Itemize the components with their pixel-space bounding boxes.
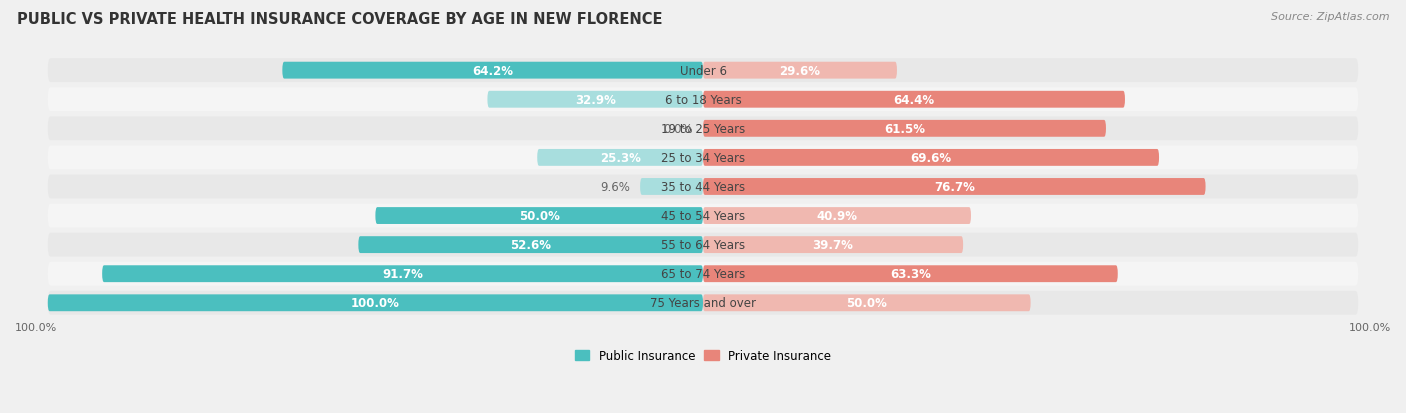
- FancyBboxPatch shape: [488, 92, 703, 108]
- Text: 0.0%: 0.0%: [664, 123, 693, 135]
- Text: 6 to 18 Years: 6 to 18 Years: [665, 93, 741, 107]
- Text: 75 Years and over: 75 Years and over: [650, 297, 756, 309]
- FancyBboxPatch shape: [359, 237, 703, 254]
- Text: 50.0%: 50.0%: [846, 297, 887, 309]
- Text: 25 to 34 Years: 25 to 34 Years: [661, 152, 745, 164]
- FancyBboxPatch shape: [703, 150, 1159, 166]
- Text: 35 to 44 Years: 35 to 44 Years: [661, 180, 745, 194]
- FancyBboxPatch shape: [375, 208, 703, 224]
- Legend: Public Insurance, Private Insurance: Public Insurance, Private Insurance: [572, 347, 834, 365]
- FancyBboxPatch shape: [703, 63, 897, 79]
- Text: 64.2%: 64.2%: [472, 64, 513, 78]
- Text: 45 to 54 Years: 45 to 54 Years: [661, 209, 745, 223]
- FancyBboxPatch shape: [48, 59, 1358, 83]
- FancyBboxPatch shape: [703, 237, 963, 254]
- Text: Under 6: Under 6: [679, 64, 727, 78]
- FancyBboxPatch shape: [703, 121, 1107, 138]
- FancyBboxPatch shape: [48, 204, 1358, 228]
- Text: 40.9%: 40.9%: [817, 209, 858, 223]
- Text: 61.5%: 61.5%: [884, 123, 925, 135]
- FancyBboxPatch shape: [640, 178, 703, 195]
- Text: 32.9%: 32.9%: [575, 93, 616, 107]
- FancyBboxPatch shape: [703, 208, 972, 224]
- FancyBboxPatch shape: [103, 266, 703, 282]
- FancyBboxPatch shape: [48, 294, 703, 311]
- Text: 64.4%: 64.4%: [893, 93, 935, 107]
- FancyBboxPatch shape: [48, 262, 1358, 286]
- FancyBboxPatch shape: [48, 233, 1358, 257]
- Text: 100.0%: 100.0%: [15, 322, 58, 332]
- FancyBboxPatch shape: [703, 178, 1205, 195]
- Text: 50.0%: 50.0%: [519, 209, 560, 223]
- Text: 76.7%: 76.7%: [934, 180, 974, 194]
- FancyBboxPatch shape: [48, 88, 1358, 112]
- Text: 63.3%: 63.3%: [890, 268, 931, 280]
- Text: 25.3%: 25.3%: [600, 152, 641, 164]
- FancyBboxPatch shape: [703, 92, 1125, 108]
- Text: 19 to 25 Years: 19 to 25 Years: [661, 123, 745, 135]
- Text: 55 to 64 Years: 55 to 64 Years: [661, 239, 745, 252]
- Text: 29.6%: 29.6%: [779, 64, 821, 78]
- Text: 52.6%: 52.6%: [510, 239, 551, 252]
- FancyBboxPatch shape: [48, 175, 1358, 199]
- Text: 100.0%: 100.0%: [1348, 322, 1391, 332]
- FancyBboxPatch shape: [703, 266, 1118, 282]
- Text: PUBLIC VS PRIVATE HEALTH INSURANCE COVERAGE BY AGE IN NEW FLORENCE: PUBLIC VS PRIVATE HEALTH INSURANCE COVER…: [17, 12, 662, 27]
- FancyBboxPatch shape: [48, 146, 1358, 170]
- Text: 39.7%: 39.7%: [813, 239, 853, 252]
- Text: Source: ZipAtlas.com: Source: ZipAtlas.com: [1271, 12, 1389, 22]
- FancyBboxPatch shape: [48, 117, 1358, 141]
- FancyBboxPatch shape: [283, 63, 703, 79]
- Text: 69.6%: 69.6%: [911, 152, 952, 164]
- Text: 91.7%: 91.7%: [382, 268, 423, 280]
- Text: 9.6%: 9.6%: [600, 180, 630, 194]
- FancyBboxPatch shape: [48, 291, 1358, 315]
- Text: 100.0%: 100.0%: [352, 297, 399, 309]
- Text: 65 to 74 Years: 65 to 74 Years: [661, 268, 745, 280]
- FancyBboxPatch shape: [537, 150, 703, 166]
- FancyBboxPatch shape: [703, 294, 1031, 311]
